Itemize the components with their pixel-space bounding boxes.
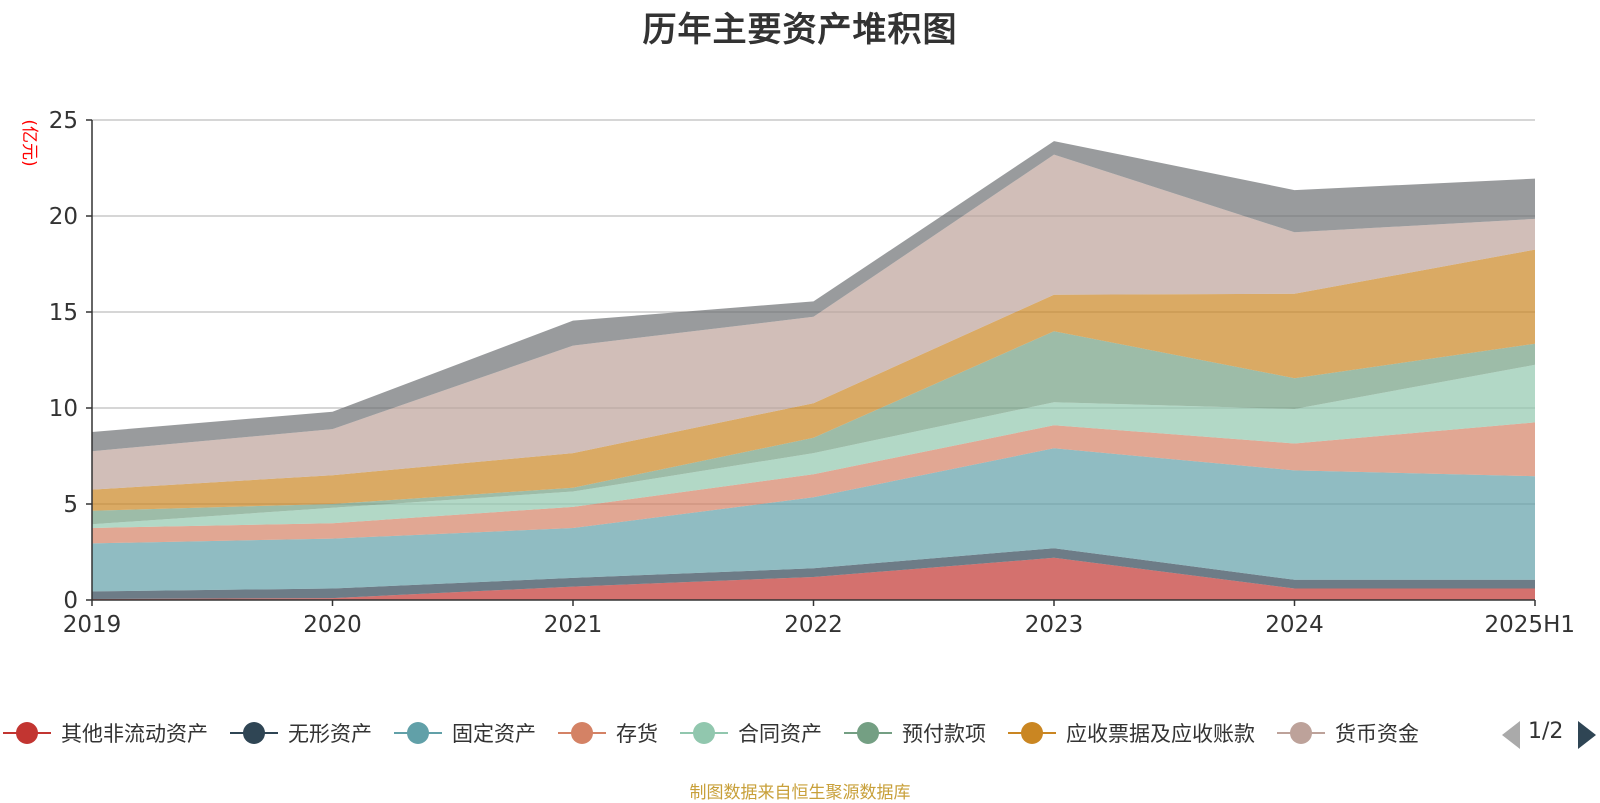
legend-label: 应收票据及应收账款	[1066, 722, 1255, 746]
legend-label: 合同资产	[738, 722, 822, 746]
legend-item[interactable]: 合同资产	[680, 716, 822, 750]
legend-marker-icon	[394, 721, 442, 745]
legend-marker-icon	[230, 721, 278, 745]
legend: 其他非流动资产 无形资产 固定资产 存货 合同资产 预付款项 应收票据及应收账款 货币资金	[0, 716, 1478, 750]
x-tick-label: 2022	[784, 612, 843, 638]
y-tick-label: 15	[49, 300, 78, 326]
x-tick-label: 2021	[544, 612, 603, 638]
legend-item[interactable]: 其他非流动资产	[3, 716, 208, 750]
area-series	[92, 141, 1535, 600]
area-series-7	[92, 249, 1535, 511]
chart-title: 历年主要资产堆积图	[642, 10, 958, 50]
area-series-4	[92, 422, 1535, 544]
y-tick-label: 20	[49, 204, 78, 230]
legend-label: 固定资产	[452, 722, 536, 746]
axes: 0 5 10 15 20 25 2019 2020 2021 2022 2023 2024 2025H1	[49, 108, 1575, 638]
x-tick-label: 2020	[303, 612, 362, 638]
legend-page-indicator: 1/2	[1528, 719, 1564, 744]
y-axis-label: (亿元)	[19, 119, 39, 166]
y-tick-label: 0	[63, 588, 78, 614]
y-tick-label: 5	[63, 492, 78, 518]
legend-label: 预付款项	[902, 722, 986, 746]
legend-label: 存货	[616, 722, 658, 746]
legend-prev-page-button[interactable]	[1502, 721, 1520, 749]
area-series-2	[92, 548, 1535, 599]
x-tick-label: 2024	[1265, 612, 1324, 638]
legend-marker-icon	[558, 721, 606, 745]
y-tick-label: 10	[49, 396, 78, 422]
chart-source-note: 制图数据来自恒生聚源数据库	[689, 783, 911, 803]
legend-label: 其他非流动资产	[61, 722, 208, 746]
area-series-9	[92, 141, 1535, 452]
legend-item[interactable]: 固定资产	[394, 716, 536, 750]
area-series-8	[92, 154, 1535, 490]
area-series-1	[92, 557, 1535, 600]
legend-item[interactable]: 存货	[558, 716, 658, 750]
area-series-6	[92, 331, 1535, 525]
legend-item[interactable]: 应收票据及应收账款	[1008, 716, 1255, 750]
legend-label: 货币资金	[1335, 722, 1419, 746]
legend-marker-icon	[844, 721, 892, 745]
y-tick-label: 25	[49, 108, 78, 134]
legend-marker-icon	[1277, 721, 1325, 745]
x-tick-label: 2025H1	[1485, 612, 1575, 638]
legend-marker-icon	[680, 721, 728, 745]
legend-marker-icon	[1008, 721, 1056, 745]
legend-item[interactable]: 预付款项	[844, 716, 986, 750]
x-tick-label: 2019	[63, 612, 122, 638]
legend-item[interactable]: 无形资产	[230, 716, 372, 750]
legend-label: 无形资产	[288, 722, 372, 746]
legend-item[interactable]: 货币资金	[1277, 716, 1419, 750]
area-series-3	[92, 448, 1535, 592]
x-tick-label: 2023	[1025, 612, 1084, 638]
legend-marker-icon	[3, 721, 51, 745]
legend-pager: 1/2	[1500, 716, 1600, 750]
legend-next-page-button[interactable]	[1578, 721, 1596, 749]
